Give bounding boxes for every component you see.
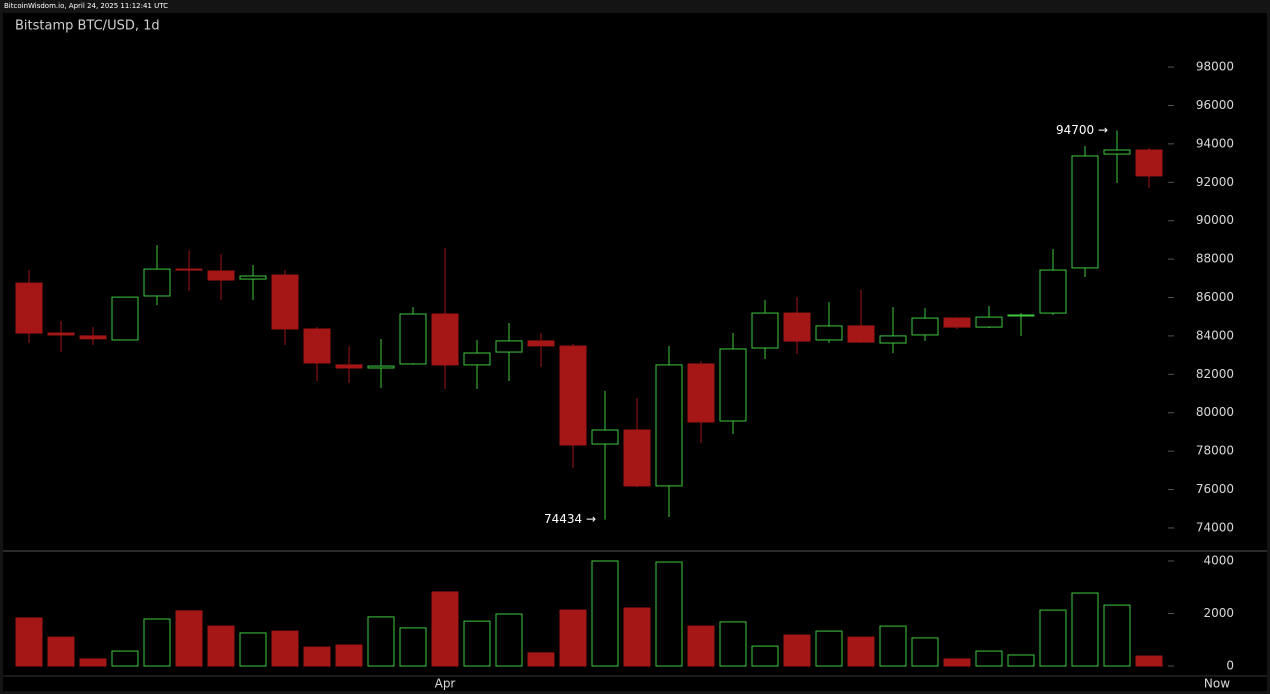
volume-bar	[527, 652, 555, 667]
y-tick-label: 86000	[1196, 290, 1234, 304]
candle-body	[431, 313, 459, 366]
candle-body	[687, 363, 715, 423]
candle-body	[623, 429, 651, 487]
chart-title: Bitstamp BTC/USD, 1d	[15, 19, 160, 34]
candle-body	[15, 282, 43, 334]
volume-bar	[239, 632, 267, 667]
volume-bar	[815, 630, 843, 667]
volume-bar	[943, 658, 971, 667]
candle-body	[495, 340, 523, 353]
volume-bar	[143, 618, 171, 667]
volume-bar	[495, 613, 523, 667]
volume-tick-label: 4000	[1203, 553, 1234, 567]
candle-body	[1039, 269, 1067, 314]
volume-bar	[879, 625, 907, 667]
volume-bar	[399, 627, 427, 667]
volume-bar	[911, 637, 939, 667]
volume-bar	[975, 650, 1003, 667]
candle-body	[751, 312, 779, 349]
candle-body	[303, 328, 331, 364]
volume-bar	[847, 636, 875, 667]
volume-bar	[591, 560, 619, 667]
y-tick-label: 92000	[1196, 175, 1234, 189]
candle-body	[783, 312, 811, 342]
candle-body	[559, 345, 587, 446]
candle-body	[655, 364, 683, 487]
volume-bar	[751, 645, 779, 667]
volume-bar	[559, 609, 587, 667]
y-tick-label: 80000	[1196, 405, 1234, 419]
candle-body	[47, 332, 75, 336]
candle-body	[591, 429, 619, 445]
volume-tick-label: 2000	[1203, 606, 1234, 620]
candle-body	[463, 352, 491, 366]
candle-body	[1103, 149, 1131, 155]
y-tick-label: 74000	[1196, 520, 1234, 534]
candle-body	[975, 316, 1003, 328]
y-tick-label: 76000	[1196, 482, 1234, 496]
volume-bar	[15, 617, 43, 667]
volume-bar	[47, 636, 75, 667]
volume-bar	[271, 630, 299, 667]
volume-bar	[623, 607, 651, 667]
volume-bar	[687, 625, 715, 667]
y-tick-label: 84000	[1196, 328, 1234, 342]
volume-tick-label: 0	[1226, 659, 1234, 673]
volume-bar	[207, 625, 235, 667]
candle-body	[815, 325, 843, 341]
annotation: 74434 →	[544, 512, 596, 526]
candle-body	[1071, 155, 1099, 269]
y-tick-label: 78000	[1196, 444, 1234, 458]
candle-body	[879, 335, 907, 344]
y-tick-label: 96000	[1196, 98, 1234, 112]
volume-bar	[431, 591, 459, 667]
candle-body	[719, 348, 747, 422]
source-label: BitcoinWisdom.io, April 24, 2025 11:12:4…	[4, 2, 168, 10]
volume-bar	[1039, 609, 1067, 667]
y-tick-label: 90000	[1196, 213, 1234, 227]
volume-bar	[175, 610, 203, 667]
candle-body	[239, 275, 267, 280]
volume-bar	[1135, 655, 1163, 667]
volume-bar	[1007, 654, 1035, 667]
candle-body	[847, 325, 875, 343]
y-tick-label: 88000	[1196, 252, 1234, 266]
candle-body	[399, 313, 427, 365]
candle-body	[111, 296, 139, 341]
volume-bar	[783, 634, 811, 667]
candle-body	[207, 270, 235, 281]
volume-bar	[303, 646, 331, 667]
x-now-label: Now	[1204, 677, 1230, 691]
candle-body	[175, 268, 203, 271]
candle-body	[943, 317, 971, 328]
x-tick-label: Apr	[435, 677, 456, 691]
volume-bar	[655, 561, 683, 667]
candle-body	[911, 317, 939, 336]
volume-bar	[367, 616, 395, 667]
candle-body	[1135, 149, 1163, 177]
y-tick-label: 98000	[1196, 60, 1234, 74]
volume-bar	[111, 650, 139, 667]
volume-bar	[335, 644, 363, 667]
volume-bar	[1103, 604, 1131, 667]
y-tick-label: 82000	[1196, 367, 1234, 381]
candle-body	[271, 274, 299, 330]
chart-background	[3, 13, 1267, 691]
y-tick-label: 94000	[1196, 136, 1234, 150]
volume-bar	[719, 621, 747, 667]
candle-body	[367, 365, 395, 369]
volume-bar	[463, 620, 491, 667]
annotation: 94700 →	[1056, 123, 1108, 137]
candle-body	[143, 268, 171, 297]
candle-body	[1007, 314, 1035, 317]
volume-bar	[1071, 592, 1099, 667]
candle-body	[527, 340, 555, 347]
candle-body	[79, 335, 107, 340]
volume-bar	[79, 658, 107, 667]
candle-body	[335, 364, 363, 369]
